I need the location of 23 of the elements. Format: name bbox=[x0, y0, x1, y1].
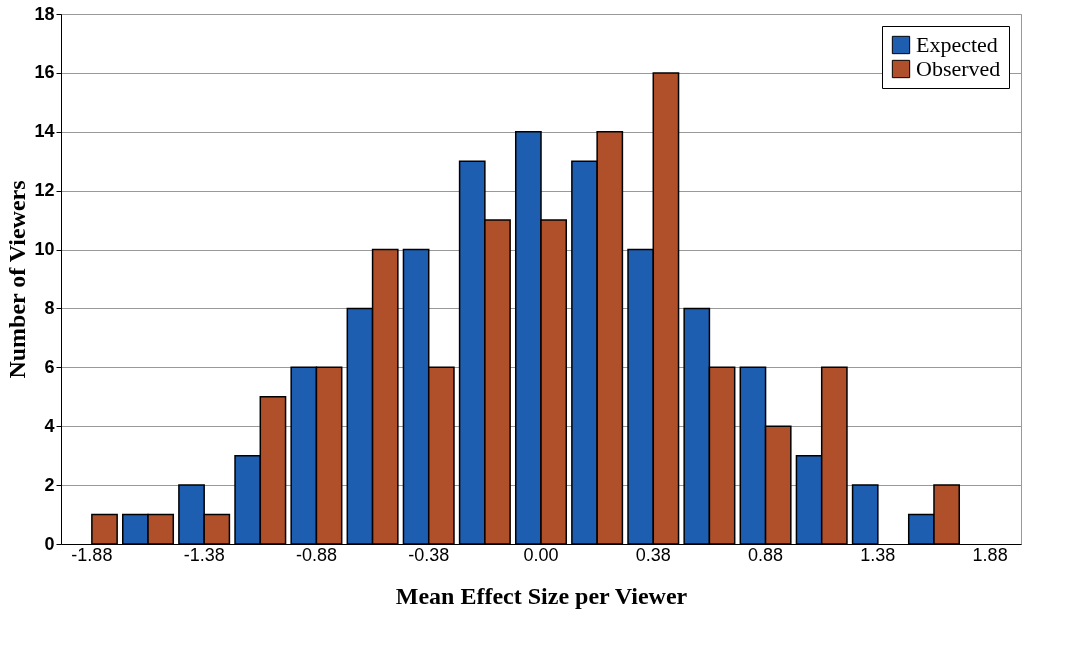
x-tick-label: -1.38 bbox=[183, 544, 225, 565]
legend-label: Observed bbox=[916, 56, 1001, 81]
x-tick-label: 0.88 bbox=[748, 544, 784, 565]
y-tick-label: 14 bbox=[34, 121, 55, 142]
x-tick-label: 0.00 bbox=[523, 544, 559, 565]
y-axis-title: Number of Viewers bbox=[4, 180, 31, 379]
x-tick-label: -1.88 bbox=[71, 544, 113, 565]
y-tick-label: 2 bbox=[44, 474, 55, 495]
y-tick-label: 16 bbox=[34, 62, 55, 83]
y-tick-label: 6 bbox=[44, 356, 55, 377]
y-tick-label: 4 bbox=[44, 415, 55, 436]
x-tick-label: 1.88 bbox=[972, 544, 1008, 565]
x-tick-label: 0.38 bbox=[635, 544, 671, 565]
y-tick-label: 0 bbox=[44, 533, 55, 554]
y-tick-label: 18 bbox=[34, 3, 55, 24]
x-tick-label: -0.88 bbox=[295, 544, 337, 565]
x-axis-title: Mean Effect Size per Viewer bbox=[395, 582, 688, 609]
x-tick-label: -0.38 bbox=[408, 544, 450, 565]
y-tick-label: 10 bbox=[34, 239, 55, 260]
y-tick-label: 12 bbox=[34, 180, 55, 201]
x-tick-label: 1.38 bbox=[860, 544, 896, 565]
legend-label: Expected bbox=[916, 32, 998, 57]
y-tick-label: 8 bbox=[44, 297, 55, 318]
